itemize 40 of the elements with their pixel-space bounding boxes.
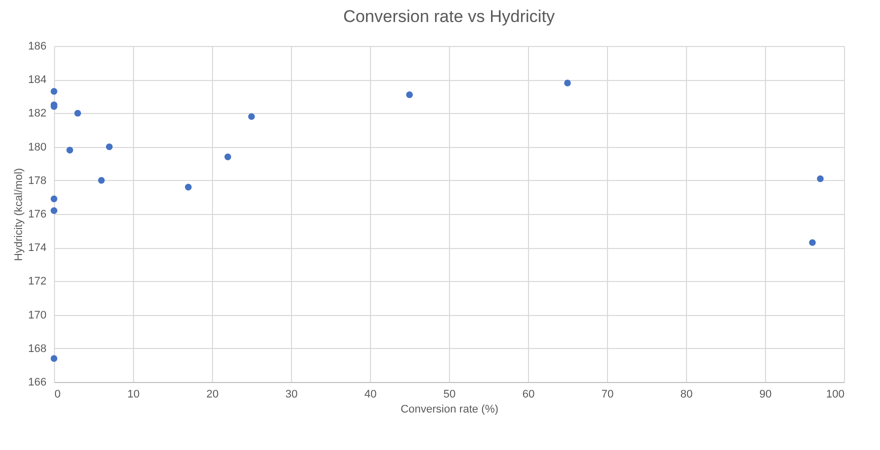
y-tick-label: 172 (28, 276, 46, 288)
point (50, 355, 58, 362)
x-tick-label: 20 (206, 388, 219, 400)
y-tick-label: 178 (28, 174, 46, 187)
x-tick-label: 100 (826, 388, 844, 400)
x-tick-label: 0 (54, 388, 61, 400)
x-tick-label: 80 (680, 388, 693, 400)
point (74, 110, 82, 117)
y-tick-label: 182 (28, 108, 46, 120)
y-tick-label: 176 (28, 208, 46, 220)
x-axis-title: Conversion rate (%) (400, 404, 498, 416)
x-tick-label: 30 (285, 388, 298, 400)
point (184, 184, 192, 190)
point (106, 143, 113, 150)
point (809, 239, 816, 246)
x-tick-label: 40 (364, 388, 377, 400)
y-tick-label: 168 (28, 342, 46, 355)
point (98, 177, 105, 184)
y-tick-label: 174 (28, 242, 46, 254)
x-tick-label: 50 (443, 388, 456, 400)
point (406, 91, 413, 98)
point (816, 175, 824, 182)
x-tick-label: 70 (601, 388, 614, 400)
y-tick-label: 166 (28, 376, 46, 388)
point (224, 154, 232, 160)
y-axis-title: Hydricity (kcal/mol) (13, 168, 26, 261)
y-tick-label: 180 (28, 141, 46, 154)
point (564, 80, 571, 86)
point (50, 88, 58, 95)
x-tick-label: 60 (522, 388, 535, 400)
y-tick-label: 184 (28, 74, 46, 86)
point (50, 196, 58, 202)
chart-title: Conversion rate vs Hydricity (343, 7, 556, 26)
y-tick-label: 186 (28, 40, 46, 52)
point (50, 207, 58, 214)
point (248, 113, 255, 120)
point (66, 146, 74, 154)
x-tick-label: 90 (759, 388, 772, 400)
x-tick-label: 10 (127, 388, 140, 400)
y-tick-label: 170 (28, 309, 46, 322)
